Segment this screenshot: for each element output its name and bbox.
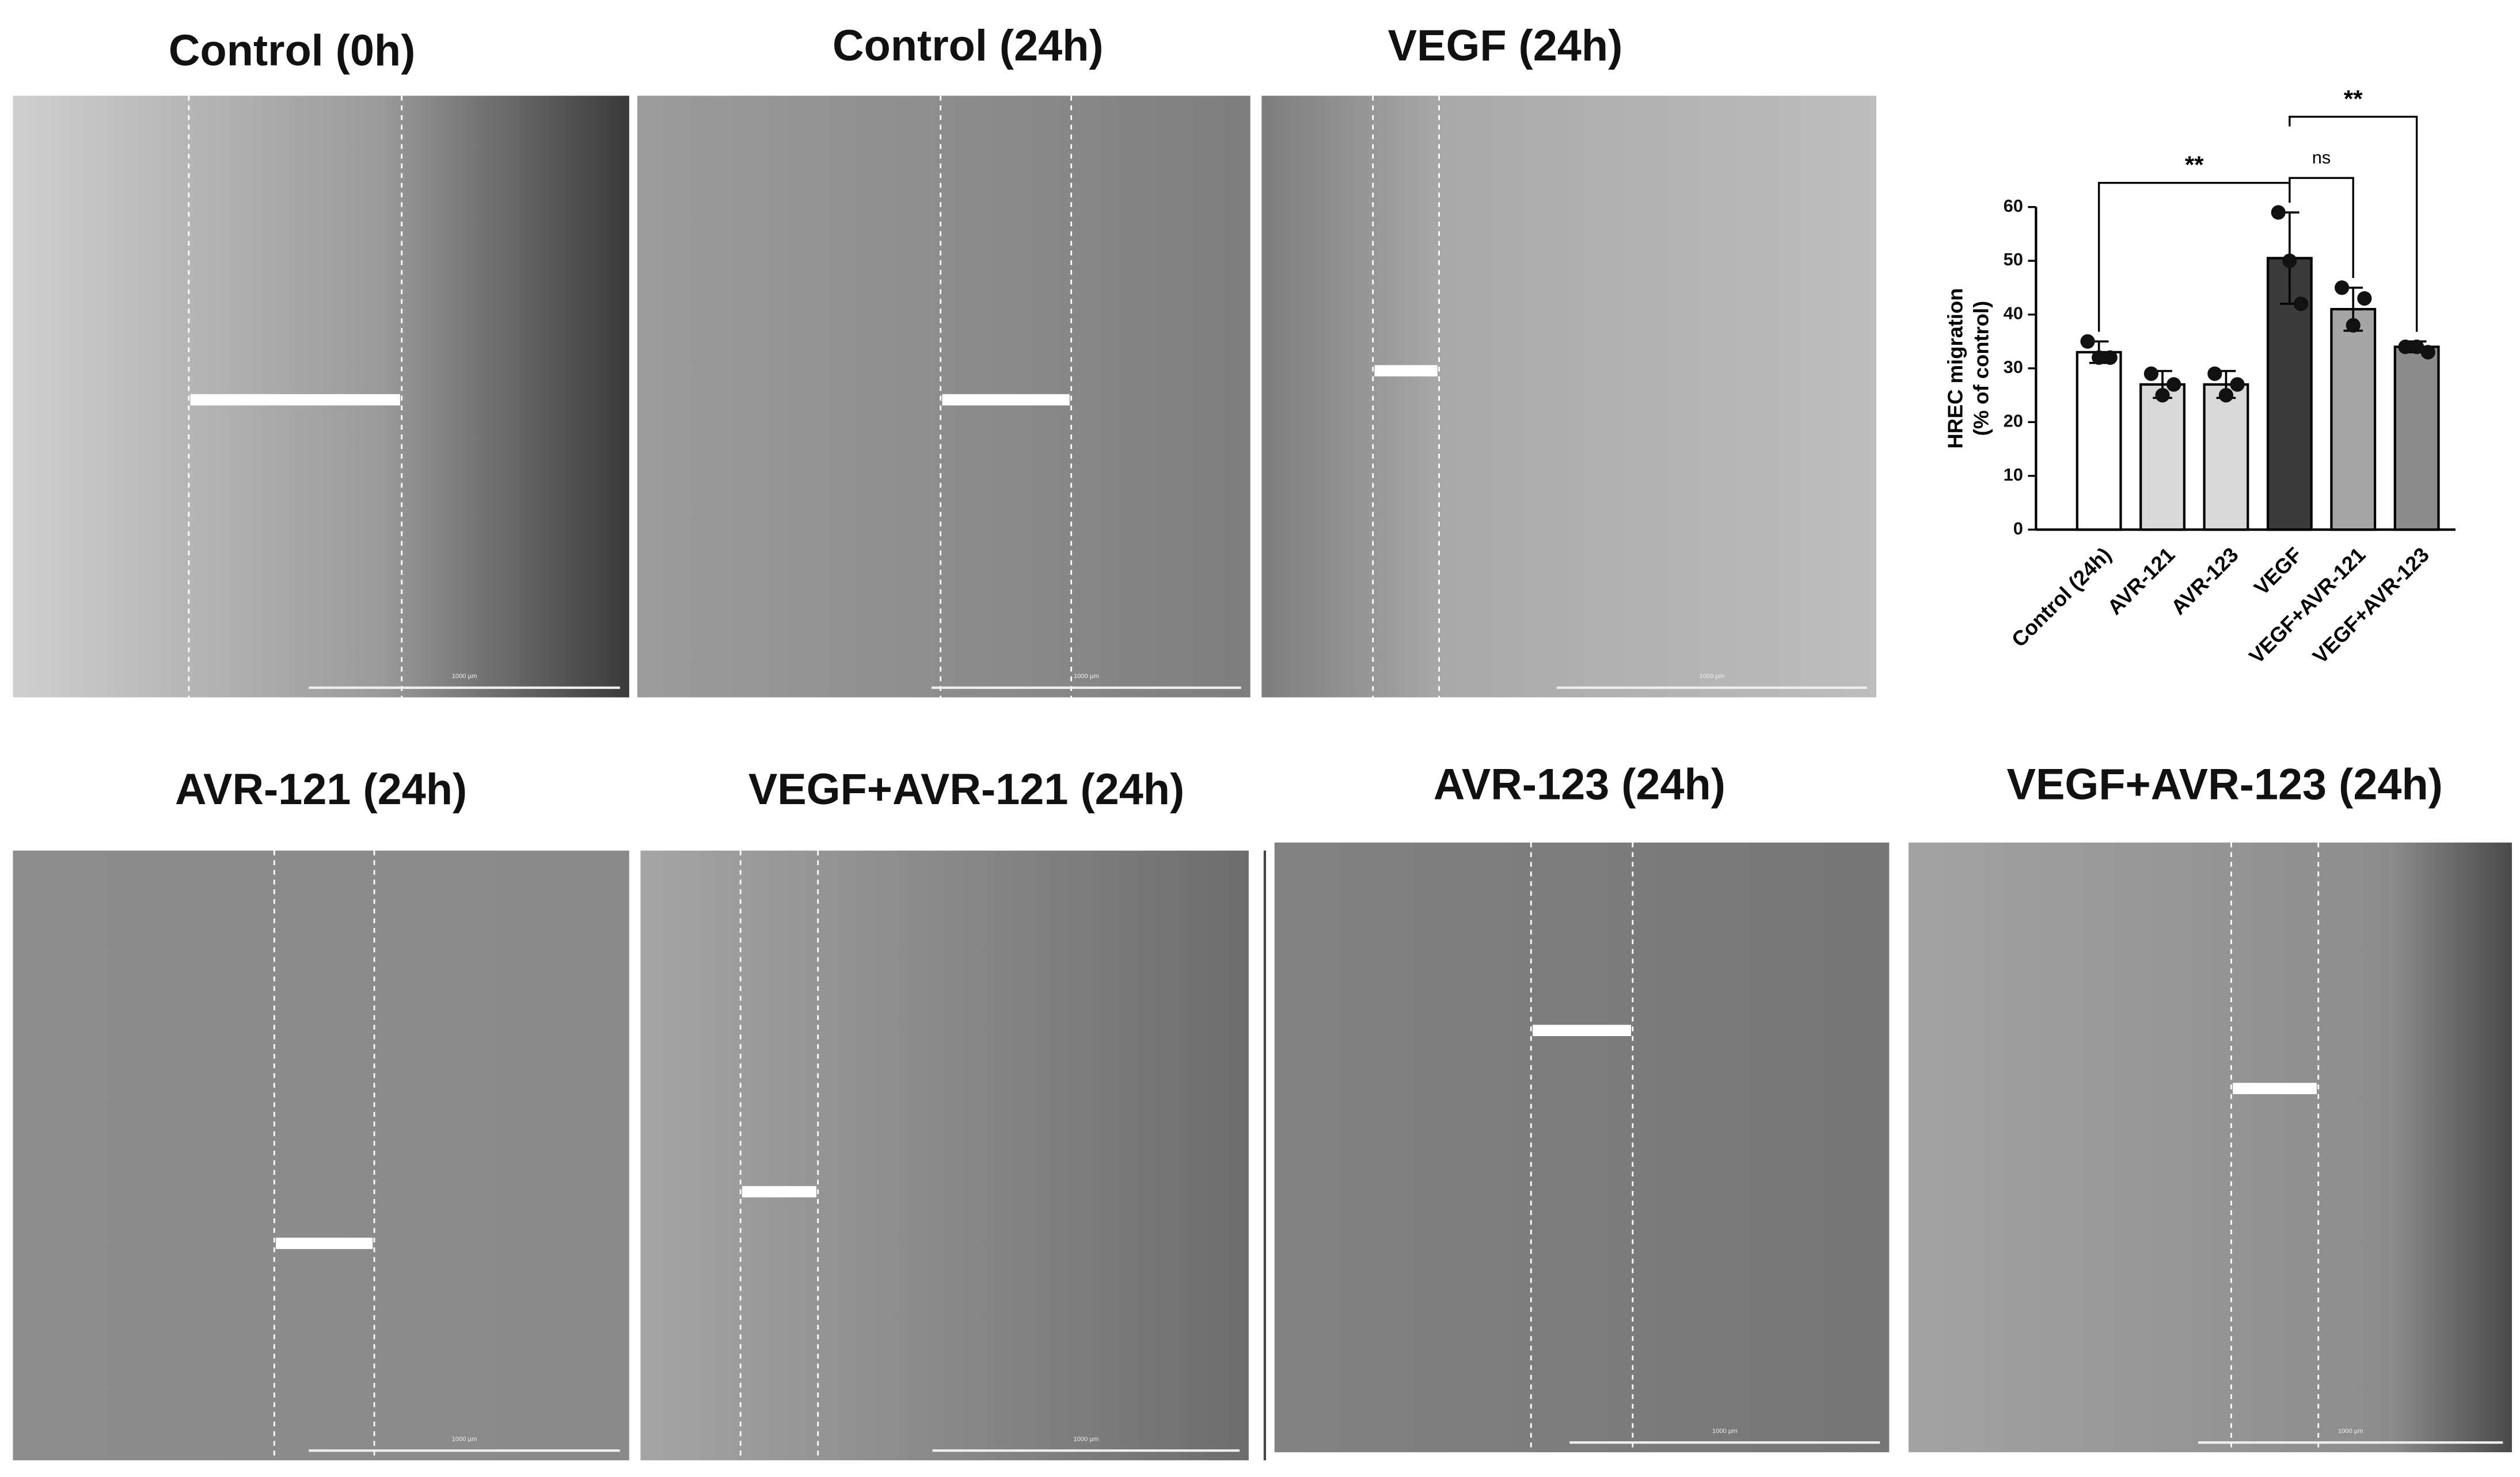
data-point [2080,334,2095,349]
x-tick-label: VEGF+AVR-121 [2244,543,2370,668]
panel-title: Control (0h) [169,26,416,75]
y-axis-label: (% of control) [1970,301,1993,436]
data-point [2092,350,2107,365]
y-axis-label: HREC migration [1944,288,1967,448]
data-point [2346,318,2361,333]
scale-label: 1000 µm [452,673,477,680]
y-tick-label: 10 [2004,465,2023,485]
panel-title: VEGF+AVR-123 (24h) [2007,760,2443,809]
y-tick-label: 50 [2004,249,2023,269]
bar [2330,308,2377,531]
panel-title: AVR-123 (24h) [1434,760,1725,809]
micrograph [1274,842,1890,1452]
data-point [2357,291,2372,306]
scale-label: 1000 µm [1074,673,1099,680]
data-point [2335,280,2350,295]
x-tick-label: AVR-123 [2166,543,2243,619]
scale-label: 1000 µm [1073,1436,1099,1442]
significance-bracket [2289,116,2418,332]
panel-title: VEGF+AVR-121 (24h) [748,766,1184,814]
x-tick-label: AVR-121 [2103,543,2179,619]
panel-title: VEGF (24h) [1388,22,1623,70]
data-point [2155,387,2170,403]
x-tick-label: VEGF+AVR-123 [2308,543,2434,668]
data-point [2218,387,2234,403]
gap-bar [742,1186,816,1198]
bar [2203,383,2249,531]
data-point [2143,366,2159,381]
bar [2393,345,2440,531]
data-point [2282,253,2297,268]
y-tick-label: 40 [2004,303,2023,323]
gap-bar [942,394,1070,406]
bar [2076,351,2122,531]
data-point [2230,377,2245,392]
panel-title: Control (24h) [833,22,1104,70]
significance-label: ** [2185,151,2204,178]
data-point [2103,350,2118,365]
x-tick-label: Control (24h) [2007,543,2116,652]
data-point [2293,296,2309,311]
significance-label: ** [2344,85,2363,112]
micrograph [1261,96,1876,698]
y-tick-label: 30 [2004,357,2023,377]
scale-label: 1000 µm [1712,1427,1738,1434]
gap-bar [190,394,400,406]
significance-label: ns [2312,147,2331,168]
gap-bar [1374,365,1438,376]
panel-title: AVR-121 (24h) [175,766,467,814]
scale-label: 1000 µm [2338,1427,2363,1434]
bar [2139,383,2185,531]
y-tick-label: 60 [2004,196,2023,216]
significance-bracket [2289,177,2354,278]
scale-label: 1000 µm [452,1436,477,1442]
gap-bar [2233,1083,2317,1094]
y-tick-label: 20 [2004,410,2023,431]
micrograph [13,850,629,1460]
y-tick-label: 0 [2013,518,2023,538]
data-point [2207,366,2222,381]
micrograph [1908,842,2512,1452]
significance-bracket [2097,181,2291,332]
gap-bar [1533,1025,1632,1037]
data-point [2271,205,2286,220]
x-tick-label: VEGF [2249,543,2306,600]
micrograph [640,850,1249,1460]
scale-label: 1000 µm [1699,673,1724,680]
gap-bar [276,1238,373,1249]
data-point [2420,345,2435,360]
data-point [2166,377,2181,392]
data-point [2409,339,2424,355]
data-point [2398,339,2413,355]
